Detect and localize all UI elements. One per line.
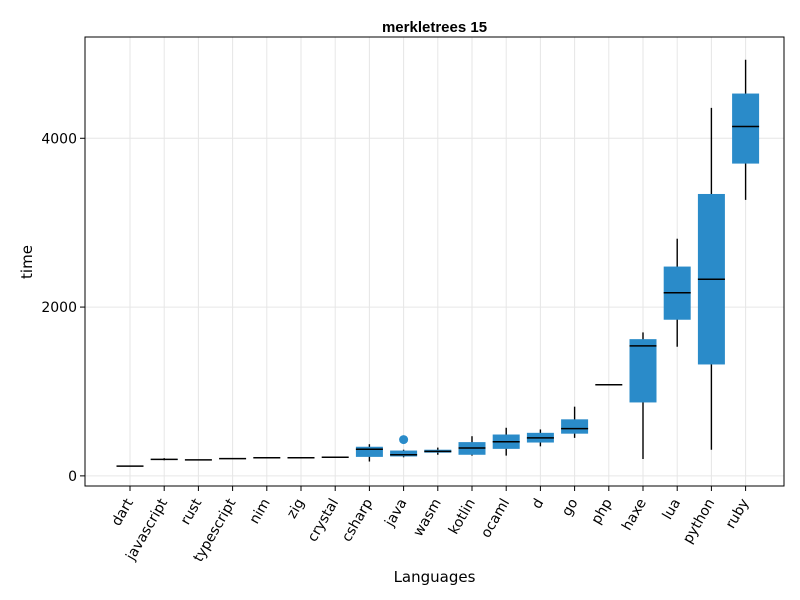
x-tick-label: zig bbox=[284, 496, 308, 521]
box-layer bbox=[116, 59, 760, 467]
box-outlier bbox=[399, 435, 409, 445]
y-tick-label: 0 bbox=[68, 469, 77, 485]
x-tick-label: java bbox=[381, 496, 410, 530]
y-tick-label: 2000 bbox=[41, 300, 77, 316]
x-tick-label: go bbox=[559, 496, 582, 519]
x-tick-label: crystal bbox=[305, 496, 342, 545]
y-axis-label: time bbox=[18, 245, 36, 279]
x-tick-label: dart bbox=[109, 496, 137, 529]
x-axis-label: Languages bbox=[394, 568, 476, 586]
x-tick-label: csharp bbox=[339, 496, 376, 545]
chart-title: merkletrees 15 bbox=[382, 19, 487, 36]
x-tick-label: kotlin bbox=[446, 496, 479, 537]
x-tick-label: ruby bbox=[723, 496, 753, 532]
box-iqr bbox=[355, 446, 383, 457]
grid-layer bbox=[85, 37, 784, 486]
x-tick-label: python bbox=[680, 496, 718, 546]
x-tick-label: lua bbox=[660, 496, 685, 522]
x-tick-label: php bbox=[589, 496, 616, 527]
box-iqr bbox=[732, 93, 760, 164]
box-iqr bbox=[629, 339, 657, 403]
x-tick-label: rust bbox=[178, 496, 206, 528]
plot-frame bbox=[84, 36, 785, 487]
x-tick-label: wasm bbox=[410, 496, 444, 539]
x-tick-label: ocaml bbox=[478, 496, 513, 541]
y-tick-label: 4000 bbox=[41, 131, 77, 147]
x-tick-label: haxe bbox=[619, 496, 650, 533]
x-tick-label: nim bbox=[247, 496, 274, 527]
x-tick-label: d bbox=[529, 496, 547, 512]
box-iqr bbox=[561, 419, 589, 434]
box-iqr bbox=[390, 450, 418, 457]
